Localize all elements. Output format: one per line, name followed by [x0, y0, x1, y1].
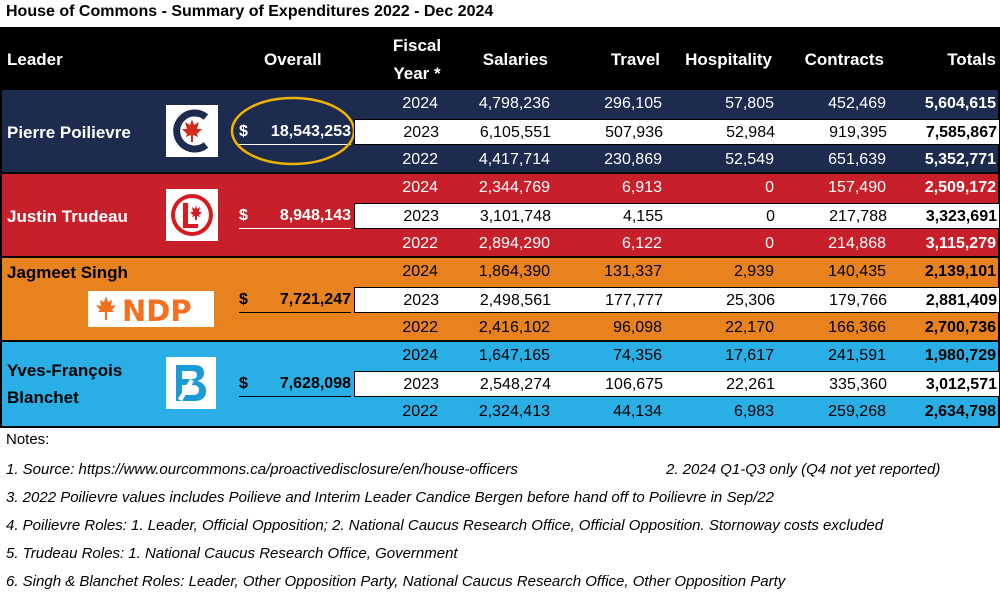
note-4: 4. Poilievre Roles: 1. Leader, Official …	[6, 517, 884, 534]
table-row: 2023 6,105,551 507,936 52,984 919,395 7,…	[354, 119, 1000, 145]
note-3: 3. 2022 Poilievre values includes Poilie…	[6, 489, 774, 506]
group-blanchet: Yves-François Blanchet $ 7,628,098 2024 …	[2, 342, 1000, 426]
header-overall: Overall	[264, 49, 322, 69]
overall-value: $ 7,628,098	[239, 371, 351, 397]
leader-name: Jagmeet Singh	[7, 263, 128, 282]
page-title: House of Commons - Summary of Expenditur…	[6, 3, 494, 20]
group-poilievre: Pierre Poilievre $ 18,543,253 2024 4,798…	[2, 90, 1000, 174]
note-2: 2. 2024 Q1-Q3 only (Q4 not yet reported)	[666, 461, 941, 478]
table-row: 2024 2,344,769 6,913 0 157,490 2,509,172	[402, 179, 996, 196]
notes-heading: Notes:	[6, 431, 50, 448]
table-row: 2022 2,894,290 6,122 0 214,868 3,115,279	[402, 235, 996, 252]
overall-value: $ 8,948,143	[239, 203, 351, 229]
header-hospitality: Hospitality	[685, 49, 772, 69]
overall-value: $ 18,543,253	[239, 119, 351, 145]
header-leader: Leader	[7, 49, 63, 69]
expenditures-table: Leader Overall Fiscal Year * Salaries Tr…	[0, 27, 1000, 428]
table-row: 2022 4,417,714 230,869 52,549 651,639 5,…	[402, 151, 996, 168]
header-contracts: Contracts	[804, 49, 884, 69]
table-row: 2023 2,498,561 177,777 25,306 179,766 2,…	[354, 287, 1000, 313]
note-1: 1. Source: https://www.ourcommons.ca/pro…	[6, 461, 518, 478]
table-row: 2023 3,101,748 4,155 0 217,788 3,323,691	[354, 203, 1000, 229]
leader-name: Yves-François Blanchet	[7, 361, 123, 407]
header-totals: Totals	[947, 49, 996, 69]
table-row: 2024 4,798,236 296,105 57,805 452,469 5,…	[402, 95, 996, 112]
table-row: 2024 1,647,165 74,356 17,617 241,591 1,9…	[402, 347, 996, 364]
svg-text:NDP: NDP	[122, 294, 192, 325]
conservative-logo-icon	[166, 105, 218, 157]
table-row: 2023 2,548,274 106,675 22,261 335,360 3,…	[354, 371, 1000, 397]
group-singh: Jagmeet Singh NDP $ 7,721,247 2024 1,864…	[2, 258, 1000, 342]
table-row: 2022 2,324,413 44,134 6,983 259,268 2,63…	[402, 403, 996, 420]
leader-name: Pierre Poilievre	[7, 123, 131, 142]
ndp-logo-icon: NDP	[88, 291, 214, 327]
table-header: Leader Overall Fiscal Year * Salaries Tr…	[2, 29, 998, 90]
liberal-logo-icon	[166, 189, 218, 241]
header-travel: Travel	[610, 49, 660, 69]
group-trudeau: Justin Trudeau $ 8,948,143 2024 2,344,76…	[2, 174, 1000, 258]
table-row: 2022 2,416,102 96,098 22,170 166,366 2,7…	[402, 319, 996, 336]
overall-value: $ 7,721,247	[239, 287, 351, 313]
note-5: 5. Trudeau Roles: 1. National Caucus Res…	[6, 545, 458, 562]
note-6: 6. Singh & Blanchet Roles: Leader, Other…	[6, 573, 786, 590]
bloc-logo-icon	[166, 357, 216, 409]
leader-name: Justin Trudeau	[7, 207, 128, 226]
header-fiscal-year: Fiscal Year *	[392, 35, 442, 83]
table-row: 2024 1,864,390 131,337 2,939 140,435 2,1…	[402, 263, 996, 280]
highlight-circle	[230, 96, 356, 166]
header-salaries: Salaries	[482, 49, 548, 69]
